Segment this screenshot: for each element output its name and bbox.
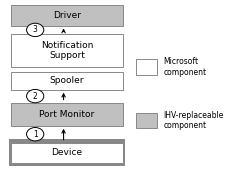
Text: Device: Device: [51, 148, 83, 157]
Text: Notification
Support: Notification Support: [41, 41, 93, 60]
Bar: [136, 113, 157, 128]
Text: IHV-replaceable
component: IHV-replaceable component: [163, 111, 224, 130]
Circle shape: [27, 89, 44, 103]
Bar: [9, 139, 125, 166]
Circle shape: [27, 23, 44, 37]
Bar: [11, 143, 123, 163]
Text: 1: 1: [33, 130, 37, 139]
Bar: [136, 59, 157, 75]
Text: Port Monitor: Port Monitor: [39, 110, 95, 119]
Bar: [11, 34, 123, 67]
Bar: [11, 5, 123, 26]
Bar: [11, 103, 123, 126]
Circle shape: [27, 127, 44, 141]
Text: Microsoft
component: Microsoft component: [163, 57, 207, 77]
Text: 3: 3: [33, 25, 38, 34]
Bar: [11, 72, 123, 90]
Text: Spooler: Spooler: [50, 76, 84, 86]
Text: Driver: Driver: [53, 11, 81, 20]
Text: 2: 2: [33, 92, 37, 101]
